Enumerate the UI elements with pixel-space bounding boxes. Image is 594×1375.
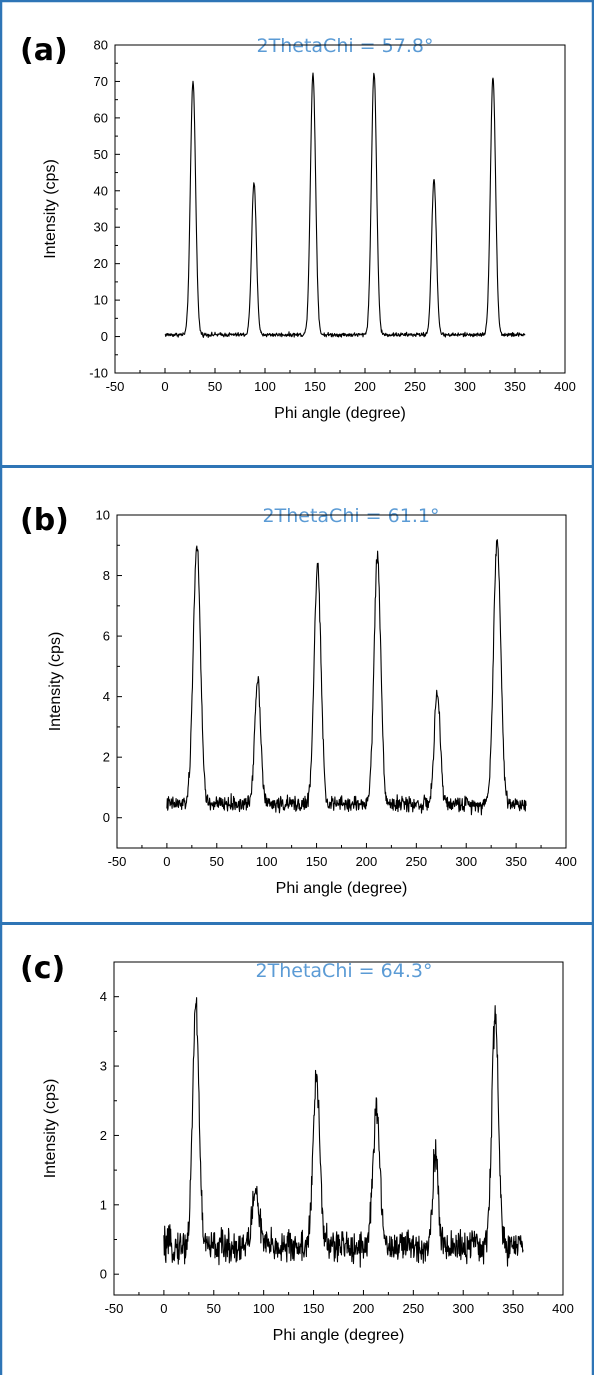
chart-title: 2ThetaChi = 64.3° xyxy=(256,960,433,982)
x-tick-label: 300 xyxy=(454,379,476,394)
plot-frame xyxy=(114,44,566,374)
x-tick-label: 300 xyxy=(452,1301,474,1316)
y-tick-label: 2 xyxy=(100,1128,107,1143)
x-tick-label: 350 xyxy=(504,379,526,394)
x-tick-label: 100 xyxy=(254,379,276,394)
x-tick-label: 0 xyxy=(161,379,168,394)
x-tick-label: 250 xyxy=(405,854,427,869)
x-axis-label: Phi angle (degree) xyxy=(274,405,406,422)
x-tick-label: 100 xyxy=(253,1301,275,1316)
y-tick-label: 6 xyxy=(103,629,110,644)
x-axis-label: Phi angle (degree) xyxy=(276,880,408,897)
intensity-series-line xyxy=(164,72,526,339)
chart-title: 2ThetaChi = 57.8° xyxy=(257,35,434,57)
y-tick-label: 0 xyxy=(100,1267,107,1282)
y-tick-label: 1 xyxy=(100,1197,107,1212)
x-tick-label: -50 xyxy=(105,1301,124,1316)
x-tick-label: 400 xyxy=(552,1301,574,1316)
panel-label: (a) xyxy=(20,33,68,68)
x-tick-label: 200 xyxy=(354,379,376,394)
x-axis-label: Phi angle (degree) xyxy=(273,1327,405,1344)
intensity-series-line xyxy=(166,539,527,816)
y-tick-label: -10 xyxy=(89,366,108,381)
x-tick-label: 400 xyxy=(554,379,576,394)
y-tick-label: 30 xyxy=(94,220,108,235)
y-axis-label: Intensity (cps) xyxy=(47,632,64,732)
x-tick-label: -50 xyxy=(106,379,125,394)
y-tick-label: 80 xyxy=(94,38,108,53)
y-tick-label: 10 xyxy=(96,508,110,523)
x-tick-label: 150 xyxy=(306,854,328,869)
y-tick-label: 8 xyxy=(103,568,110,583)
x-tick-label: 50 xyxy=(207,1301,221,1316)
y-tick-label: 2 xyxy=(103,750,110,765)
panel-label: (b) xyxy=(20,503,69,538)
chart-panel-c: (c) 2ThetaChi = 64.3°-50 0 50 100 150 200 250 30… xyxy=(20,951,574,1344)
x-tick-label: 100 xyxy=(256,854,278,869)
x-tick-label: 300 xyxy=(455,854,477,869)
x-tick-label: 200 xyxy=(353,1301,375,1316)
y-tick-label: 20 xyxy=(94,256,108,271)
y-tick-label: 10 xyxy=(94,293,108,308)
x-tick-label: 250 xyxy=(404,379,426,394)
y-axis-label: Intensity (cps) xyxy=(42,1079,59,1179)
x-tick-label: 350 xyxy=(502,1301,524,1316)
chart-panel-a: (a) 2ThetaChi = 57.8°-50 0 50 100 150 200 250 30… xyxy=(20,33,576,422)
x-tick-label: 200 xyxy=(356,854,378,869)
y-tick-label: 50 xyxy=(94,147,108,162)
y-tick-label: 60 xyxy=(94,110,108,125)
y-tick-label: 40 xyxy=(94,183,108,198)
x-tick-label: 150 xyxy=(304,379,326,394)
x-tick-label: 400 xyxy=(555,854,577,869)
x-tick-label: 350 xyxy=(505,854,527,869)
x-tick-label: -50 xyxy=(108,854,127,869)
intensity-series-line xyxy=(163,997,524,1268)
y-tick-label: 0 xyxy=(103,810,110,825)
y-axis-label: Intensity (cps) xyxy=(42,159,59,259)
y-tick-label: 70 xyxy=(94,74,108,89)
chart-panel-b: (b) 2ThetaChi = 61.1°-50 0 50 100 150 200 250 30… xyxy=(20,503,577,897)
panel-label: (c) xyxy=(20,951,65,986)
y-tick-label: 0 xyxy=(101,329,108,344)
x-tick-label: 50 xyxy=(208,379,222,394)
y-tick-label: 4 xyxy=(103,689,110,704)
chart-title: 2ThetaChi = 61.1° xyxy=(263,505,440,527)
y-tick-label: 4 xyxy=(100,989,107,1004)
y-tick-label: 3 xyxy=(100,1059,107,1074)
x-tick-label: 150 xyxy=(303,1301,325,1316)
x-tick-label: 50 xyxy=(210,854,224,869)
x-tick-label: 0 xyxy=(163,854,170,869)
x-tick-label: 250 xyxy=(402,1301,424,1316)
x-tick-label: 0 xyxy=(160,1301,167,1316)
